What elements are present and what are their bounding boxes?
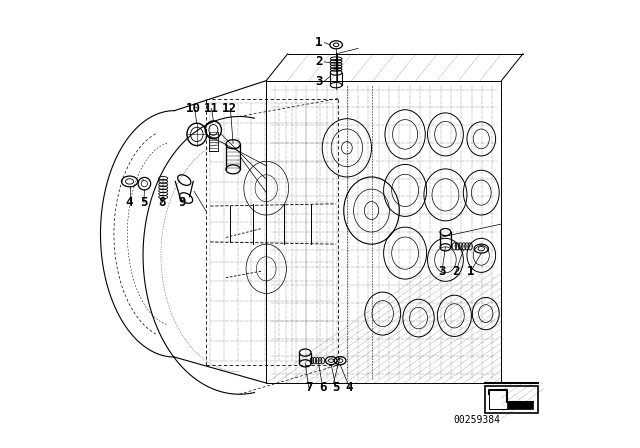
Text: 00259384: 00259384 <box>453 415 500 425</box>
Text: 10: 10 <box>186 102 201 115</box>
Text: 5: 5 <box>332 381 340 394</box>
Text: 1: 1 <box>467 265 474 279</box>
Polygon shape <box>490 394 533 409</box>
Text: 4: 4 <box>346 381 353 394</box>
Text: 2: 2 <box>315 55 323 69</box>
Text: 2: 2 <box>452 265 460 279</box>
Bar <box>485 386 538 413</box>
Text: 3: 3 <box>438 265 445 279</box>
Text: 12: 12 <box>222 102 237 115</box>
Text: 11: 11 <box>204 102 219 115</box>
Text: 6: 6 <box>319 381 326 394</box>
Text: 8: 8 <box>159 196 166 209</box>
Text: 4: 4 <box>126 196 133 209</box>
Text: 3: 3 <box>315 74 323 88</box>
Text: 1: 1 <box>315 36 323 49</box>
Text: 5: 5 <box>140 196 148 209</box>
Text: 7: 7 <box>305 381 312 394</box>
Text: 9: 9 <box>179 196 186 209</box>
